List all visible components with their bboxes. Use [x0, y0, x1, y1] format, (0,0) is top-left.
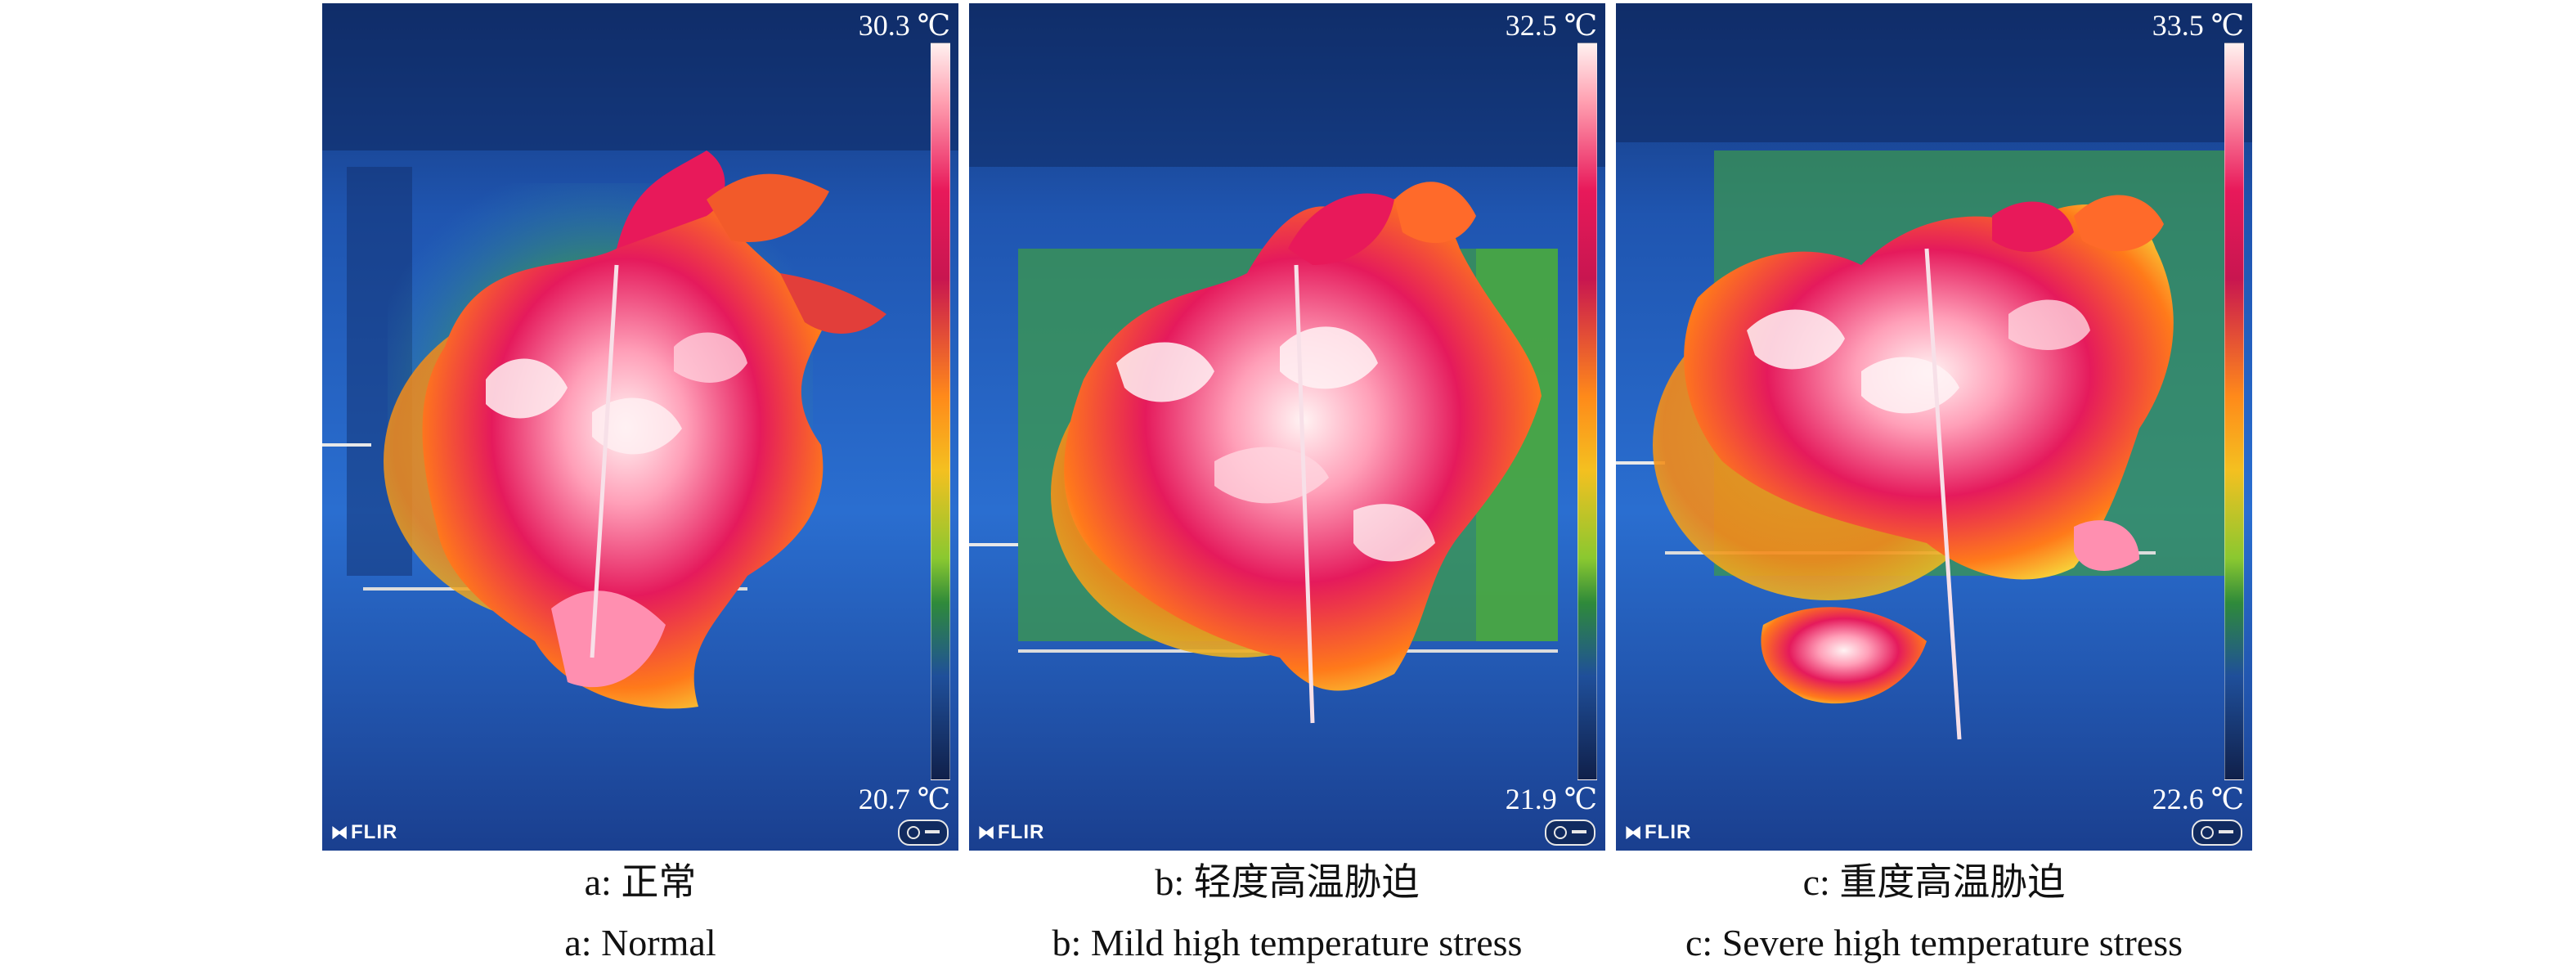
- flir-logo-text: FLIR: [351, 821, 398, 843]
- camera-badge-icon: [2192, 820, 2242, 846]
- flir-logo-text: FLIR: [998, 821, 1045, 843]
- scale-max-label: 33.5 ℃: [2152, 9, 2244, 42]
- caption-c-chinese: c: 重度高温胁迫: [1802, 861, 2066, 903]
- thermal-panel-a: 30.3 ℃ 20.7 ℃ ⧓FLIR: [322, 3, 958, 851]
- scale-min-label: 21.9 ℃: [1505, 783, 1597, 815]
- temperature-colorbar: [2224, 43, 2244, 780]
- scale-min-label: 20.7 ℃: [858, 783, 950, 815]
- caption-c-english: c: Severe high temperature stress: [1685, 922, 2183, 963]
- caption-a-english: a: Normal: [564, 922, 716, 963]
- caption-b-chinese: b: 轻度高温胁迫: [1155, 861, 1420, 903]
- thermal-image-mild-stress: [969, 3, 1605, 851]
- flir-mark-icon: ⧓: [1624, 822, 1643, 842]
- flir-logo: ⧓FLIR: [330, 821, 397, 844]
- flir-logo: ⧓FLIR: [1624, 821, 1691, 844]
- caption-b-english: b: Mild high temperature stress: [1052, 922, 1523, 963]
- flir-logo-text: FLIR: [1645, 821, 1692, 843]
- thermal-image-normal: [322, 3, 958, 851]
- camera-badge-icon: [1545, 820, 1595, 846]
- thermal-panel-c: 33.5 ℃ 22.6 ℃ ⧓FLIR: [1616, 3, 2252, 851]
- caption-a-chinese: a: 正常: [584, 861, 697, 903]
- flir-mark-icon: ⧓: [330, 822, 349, 842]
- temperature-colorbar: [1577, 43, 1597, 780]
- temperature-colorbar: [931, 43, 950, 780]
- scale-min-label: 22.6 ℃: [2152, 783, 2244, 815]
- thermal-panel-b: 32.5 ℃ 21.9 ℃ ⧓FLIR: [969, 3, 1605, 851]
- thermal-image-severe-stress: [1616, 3, 2252, 851]
- flir-mark-icon: ⧓: [977, 822, 996, 842]
- scale-max-label: 32.5 ℃: [1505, 9, 1597, 42]
- flir-logo: ⧓FLIR: [977, 821, 1044, 844]
- scale-max-label: 30.3 ℃: [858, 9, 950, 42]
- camera-badge-icon: [898, 820, 949, 846]
